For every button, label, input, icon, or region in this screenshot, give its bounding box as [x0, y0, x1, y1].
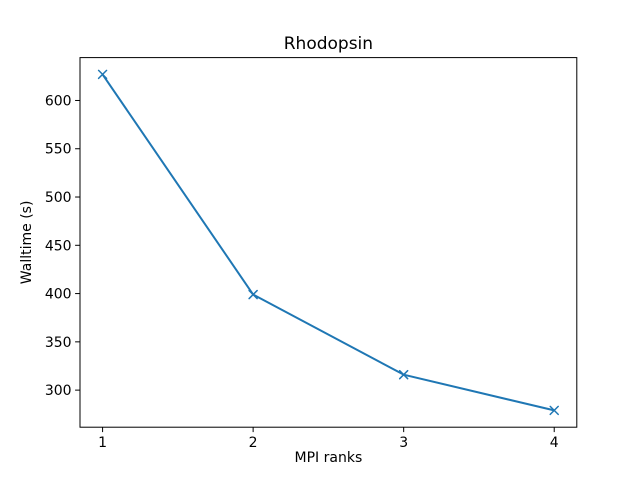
- x-tick-label: 2: [249, 435, 258, 451]
- data-point-marker: [398, 369, 409, 380]
- data-point-marker: [248, 289, 258, 300]
- chart-title: Rhodopsin: [284, 34, 373, 54]
- data-line: [101, 73, 555, 412]
- x-tick-label: 1: [98, 435, 107, 451]
- y-tick-label: 300: [45, 383, 72, 399]
- y-axis-label: Walltime (s): [19, 201, 35, 285]
- y-tick-label: 450: [45, 238, 72, 254]
- y-tick-label: 350: [45, 335, 72, 351]
- x-tick-label: 4: [550, 435, 559, 451]
- y-tick-label: 500: [45, 190, 72, 206]
- data-point-marker: [97, 69, 108, 80]
- y-tick-label: 400: [45, 287, 72, 303]
- x-tick-label: 3: [399, 435, 408, 451]
- y-tick-label: 550: [45, 142, 72, 158]
- data-point-marker: [549, 405, 559, 416]
- y-tick-label: 600: [45, 93, 72, 109]
- x-axis-label: MPI ranks: [295, 450, 363, 466]
- plot-border: [79, 57, 578, 428]
